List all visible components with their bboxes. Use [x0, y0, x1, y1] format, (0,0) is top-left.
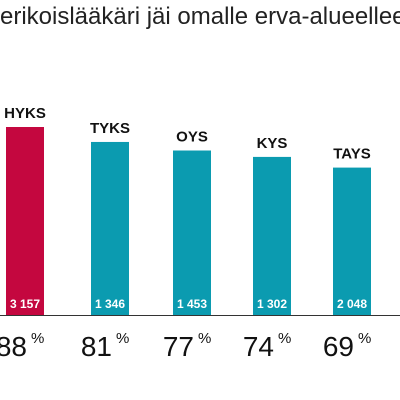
category-label-tyks: TYKS: [90, 120, 130, 137]
category-label-tays: TAYS: [333, 146, 371, 163]
percent-sign-hyks: %: [31, 330, 44, 347]
percent-sign-tyks: %: [116, 330, 129, 347]
bar-tays: [333, 167, 371, 315]
percent-sign-kys: %: [278, 330, 291, 347]
bar-tyks: [91, 141, 129, 315]
count-label-tyks: 1 346: [95, 297, 125, 311]
count-label-kys: 1 302: [257, 297, 287, 311]
percent-label-kys: 74: [243, 331, 274, 362]
percent-sign-tays: %: [358, 330, 371, 347]
count-label-hyks: 3 157: [10, 297, 40, 311]
category-label-kys: KYS: [257, 135, 288, 152]
chart-title: erikoislääkäri jäi omalle erva-alueellee…: [0, 3, 400, 30]
percent-label-tyks: 81: [81, 331, 112, 362]
category-label-oys: OYS: [176, 129, 208, 146]
category-label-hyks: HYKS: [4, 105, 46, 122]
bar-oys: [173, 150, 211, 315]
count-label-tays: 2 048: [337, 297, 367, 311]
count-label-oys: 1 453: [177, 297, 207, 311]
percent-label-tays: 69: [323, 331, 354, 362]
bar-kys: [253, 156, 291, 315]
percent-label-oys: 77: [163, 331, 194, 362]
bar-hyks: [6, 127, 44, 315]
percent-label-hyks: 88: [0, 331, 27, 362]
percent-sign-oys: %: [198, 330, 211, 347]
